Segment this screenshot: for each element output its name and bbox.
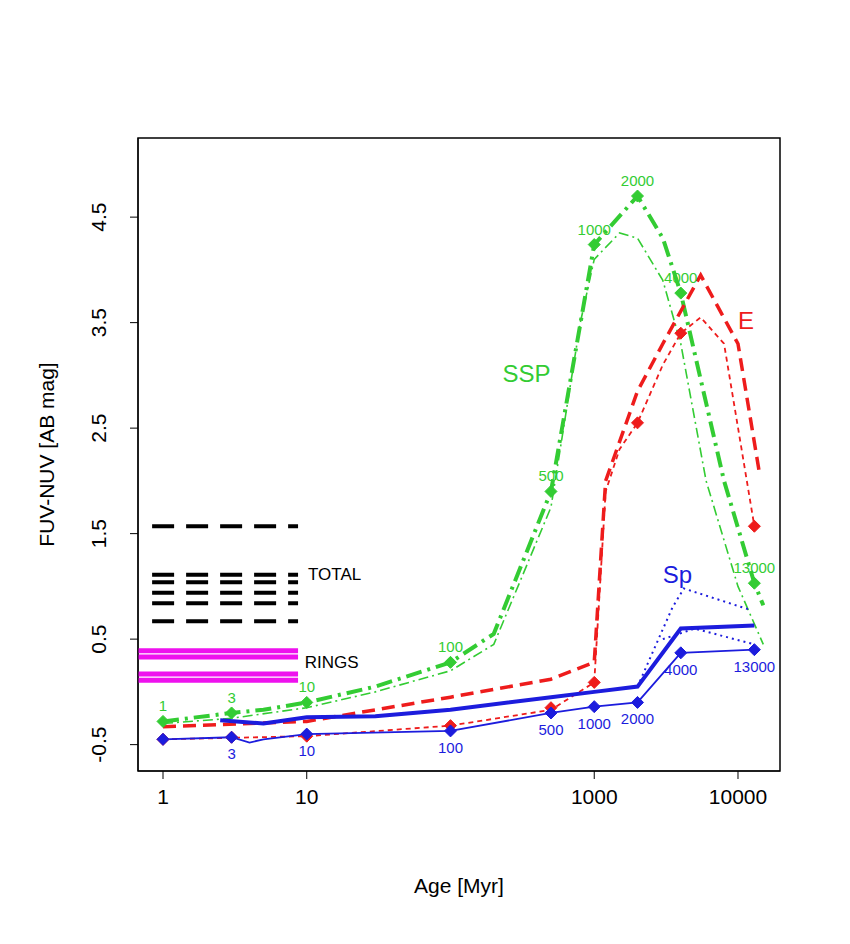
svg-text:E: E — [738, 307, 754, 334]
svg-text:13000: 13000 — [734, 559, 776, 576]
svg-text:1: 1 — [159, 697, 167, 714]
svg-text:1000: 1000 — [578, 221, 611, 238]
svg-text:0.5: 0.5 — [87, 625, 110, 654]
svg-text:4000: 4000 — [664, 269, 697, 286]
svg-text:Sp: Sp — [663, 561, 692, 588]
svg-text:SSP: SSP — [502, 360, 550, 387]
svg-text:10: 10 — [295, 785, 318, 808]
svg-text:500: 500 — [538, 721, 563, 738]
svg-text:4000: 4000 — [664, 661, 697, 678]
svg-text:10: 10 — [298, 742, 315, 759]
svg-text:TOTAL: TOTAL — [308, 565, 361, 584]
svg-text:2.5: 2.5 — [87, 414, 110, 443]
svg-text:FUV-NUV [AB mag]: FUV-NUV [AB mag] — [35, 362, 58, 546]
svg-text:100: 100 — [438, 638, 463, 655]
svg-text:1000: 1000 — [578, 715, 611, 732]
svg-text:13000: 13000 — [734, 658, 776, 675]
svg-text:2000: 2000 — [621, 172, 654, 189]
svg-text:3.5: 3.5 — [87, 308, 110, 337]
svg-text:100: 100 — [438, 739, 463, 756]
svg-text:-0.5: -0.5 — [87, 727, 110, 763]
svg-text:Age [Myr]: Age [Myr] — [414, 874, 504, 897]
svg-text:1: 1 — [157, 785, 169, 808]
svg-text:500: 500 — [538, 467, 563, 484]
svg-text:3: 3 — [227, 689, 235, 706]
svg-text:1000: 1000 — [571, 785, 618, 808]
svg-text:RINGS: RINGS — [305, 653, 359, 672]
svg-text:10000: 10000 — [709, 785, 767, 808]
svg-text:1.5: 1.5 — [87, 519, 110, 548]
svg-text:10: 10 — [298, 678, 315, 695]
svg-text:4.5: 4.5 — [87, 203, 110, 232]
svg-text:3: 3 — [227, 745, 235, 762]
svg-text:2000: 2000 — [621, 710, 654, 727]
